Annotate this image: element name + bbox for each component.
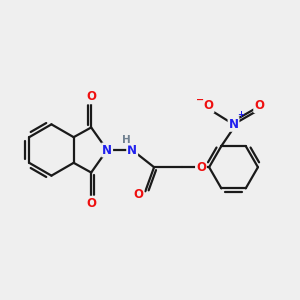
Text: O: O <box>86 90 96 103</box>
Text: N: N <box>127 143 137 157</box>
Text: N: N <box>102 143 112 157</box>
Text: O: O <box>203 99 214 112</box>
Text: O: O <box>254 99 264 112</box>
Text: O: O <box>86 197 96 210</box>
Text: O: O <box>134 188 143 201</box>
Text: O: O <box>196 161 206 174</box>
Text: +: + <box>237 110 244 119</box>
Text: −: − <box>196 95 204 105</box>
Text: H: H <box>122 135 131 145</box>
Text: N: N <box>229 118 238 131</box>
